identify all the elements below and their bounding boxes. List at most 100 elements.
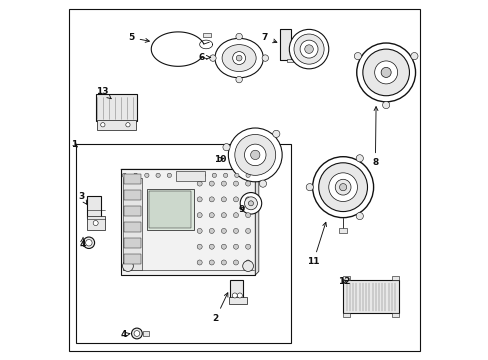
Bar <box>122 178 142 270</box>
Circle shape <box>209 244 214 249</box>
Circle shape <box>244 197 257 210</box>
Bar <box>96 94 137 121</box>
Ellipse shape <box>214 39 263 78</box>
Circle shape <box>237 293 242 298</box>
Text: 1: 1 <box>71 140 77 149</box>
Circle shape <box>133 173 138 177</box>
Bar <box>230 280 242 300</box>
Bar <box>391 313 398 317</box>
Bar <box>87 216 105 230</box>
Circle shape <box>234 173 239 177</box>
Circle shape <box>259 180 266 187</box>
Circle shape <box>355 155 363 162</box>
Bar <box>123 206 141 216</box>
Circle shape <box>232 51 245 64</box>
Circle shape <box>209 260 214 265</box>
Bar <box>123 222 141 232</box>
Circle shape <box>221 213 226 218</box>
Circle shape <box>312 157 373 218</box>
Text: 7: 7 <box>261 33 276 43</box>
Circle shape <box>233 181 238 186</box>
Circle shape <box>300 40 317 58</box>
Bar <box>87 196 101 218</box>
Circle shape <box>248 201 253 206</box>
Bar <box>176 171 204 181</box>
Circle shape <box>339 184 346 191</box>
Bar <box>149 191 191 228</box>
Circle shape <box>410 53 417 60</box>
Circle shape <box>201 173 205 177</box>
Bar <box>142 330 149 336</box>
Circle shape <box>197 244 202 249</box>
Circle shape <box>134 330 140 336</box>
Bar <box>123 190 141 200</box>
Circle shape <box>245 173 250 177</box>
Circle shape <box>304 45 313 53</box>
Bar <box>343 313 349 317</box>
Text: 2: 2 <box>212 293 227 323</box>
Circle shape <box>189 173 194 177</box>
Circle shape <box>293 34 324 64</box>
Bar <box>123 254 141 264</box>
Circle shape <box>197 228 202 233</box>
Circle shape <box>272 130 279 138</box>
Circle shape <box>289 30 328 69</box>
Circle shape <box>85 239 92 246</box>
Circle shape <box>354 53 361 60</box>
Circle shape <box>250 150 260 159</box>
Circle shape <box>197 181 202 186</box>
Circle shape <box>209 228 214 233</box>
Circle shape <box>318 163 367 212</box>
Circle shape <box>209 213 214 218</box>
Circle shape <box>233 260 238 265</box>
Circle shape <box>234 134 275 175</box>
Circle shape <box>223 173 227 177</box>
Circle shape <box>355 212 363 220</box>
Circle shape <box>197 260 202 265</box>
Text: 12: 12 <box>337 276 350 285</box>
Circle shape <box>209 181 214 186</box>
Bar <box>343 276 349 280</box>
Circle shape <box>240 193 261 214</box>
Circle shape <box>235 33 242 40</box>
Circle shape <box>144 173 149 177</box>
Circle shape <box>122 261 133 271</box>
Bar <box>343 280 398 313</box>
Text: 11: 11 <box>306 222 326 266</box>
Circle shape <box>131 328 142 339</box>
Text: 10: 10 <box>213 155 226 164</box>
Bar <box>97 120 136 130</box>
Text: 3: 3 <box>78 192 87 204</box>
Circle shape <box>197 213 202 218</box>
Circle shape <box>245 228 250 233</box>
Text: 9: 9 <box>238 205 244 214</box>
Text: 4: 4 <box>120 330 130 339</box>
Ellipse shape <box>222 45 256 72</box>
Bar <box>203 33 211 37</box>
Circle shape <box>233 228 238 233</box>
Circle shape <box>382 102 389 109</box>
Circle shape <box>221 197 226 202</box>
Circle shape <box>221 228 226 233</box>
Circle shape <box>223 144 230 151</box>
Text: 6: 6 <box>198 53 210 62</box>
Polygon shape <box>255 169 258 275</box>
Bar <box>76 144 290 343</box>
Circle shape <box>221 260 226 265</box>
Circle shape <box>221 244 226 249</box>
Text: 4: 4 <box>79 237 85 249</box>
Circle shape <box>209 55 216 61</box>
Text: 13: 13 <box>96 86 111 99</box>
Circle shape <box>233 197 238 202</box>
Circle shape <box>245 260 250 265</box>
Circle shape <box>328 173 357 202</box>
Circle shape <box>101 123 105 127</box>
Bar <box>286 59 293 62</box>
Circle shape <box>93 221 98 226</box>
Bar <box>229 297 247 304</box>
Circle shape <box>245 213 250 218</box>
Bar <box>280 30 290 60</box>
Circle shape <box>362 49 408 96</box>
Circle shape <box>233 213 238 218</box>
Circle shape <box>197 197 202 202</box>
